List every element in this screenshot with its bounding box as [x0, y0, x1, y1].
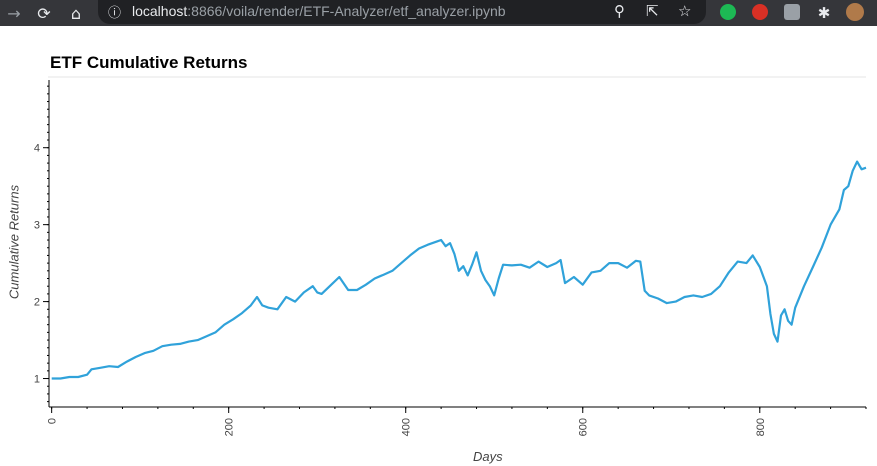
x-tick-label: 600	[578, 418, 590, 436]
y-tick-label: 1	[34, 374, 40, 386]
red-hand-extension-icon[interactable]	[752, 4, 768, 20]
share-icon[interactable]: ⇱	[646, 2, 659, 20]
x-tick-label: 0	[47, 418, 59, 424]
y-axis-label: Cumulative Returns	[6, 184, 22, 300]
address-bar[interactable]: ⓘ localhost:8866/voila/render/ETF-Analyz…	[98, 0, 706, 24]
y-tick-label: 3	[34, 220, 40, 232]
x-tick-label: 400	[401, 418, 413, 436]
info-icon[interactable]: ⓘ	[108, 6, 122, 21]
star-icon[interactable]: ☆	[678, 2, 692, 20]
x-tick-label: 800	[755, 418, 767, 436]
y-tick-label: 4	[34, 143, 40, 155]
home-icon[interactable]: ⌂	[70, 3, 82, 23]
chart-title: ETF Cumulative Returns	[50, 53, 248, 72]
cumulative-returns-line	[51, 160, 867, 380]
profile-avatar[interactable]	[846, 3, 864, 21]
green-extension-icon[interactable]	[720, 4, 736, 20]
back-arrow-icon[interactable]: →	[7, 3, 21, 23]
gray-extension-icon[interactable]	[784, 4, 800, 20]
reload-icon[interactable]: ⟳	[37, 3, 51, 23]
zoom-icon[interactable]: ⚲	[614, 2, 625, 20]
y-tick-label: 2	[34, 297, 40, 309]
x-axis-label: Days	[473, 449, 503, 464]
puzzle-icon[interactable]: ✱	[817, 4, 831, 22]
url-text[interactable]: localhost:8866/voila/render/ETF-Analyzer…	[132, 3, 506, 19]
x-tick-label: 200	[224, 418, 236, 436]
browser-toolbar: → ⟳ ⌂ ⓘ localhost:8866/voila/render/ETF-…	[0, 0, 877, 26]
